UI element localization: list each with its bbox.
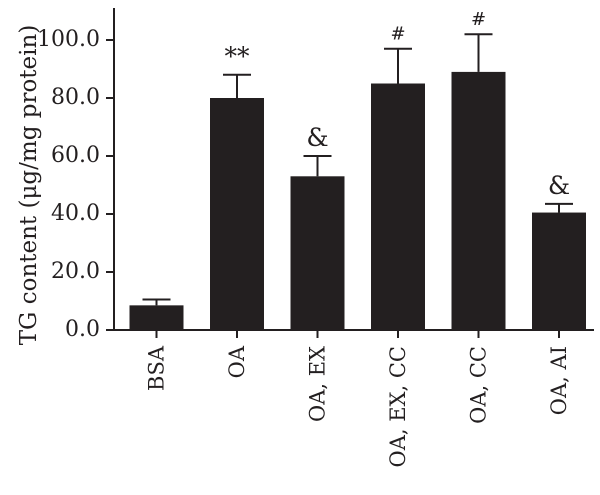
y-axis-ticks: 0.0 20.0 40.0 60.0 80.0 100.0 bbox=[37, 27, 114, 342]
y-tick-label: 80.0 bbox=[51, 85, 100, 110]
error-bars bbox=[142, 33, 573, 306]
x-tick-label: OA, EX bbox=[306, 346, 330, 422]
bar bbox=[129, 305, 184, 330]
bar bbox=[290, 176, 345, 330]
bar bbox=[210, 98, 264, 330]
significance-annotation: & bbox=[548, 171, 570, 200]
y-tick-label: 40.0 bbox=[51, 201, 100, 226]
x-tick-label: BSA bbox=[145, 345, 169, 391]
y-axis-label: TG content (μg/mg protein) bbox=[16, 25, 42, 346]
significance-annotation: ** bbox=[225, 42, 251, 71]
y-tick-label: 20.0 bbox=[51, 259, 100, 284]
x-tick-label: OA, AI bbox=[547, 346, 571, 415]
bars bbox=[129, 71, 586, 331]
bar bbox=[371, 83, 425, 330]
x-tick-label: OA, CC bbox=[467, 346, 491, 424]
bar bbox=[451, 71, 506, 331]
x-tick-label: OA bbox=[225, 345, 249, 378]
significance-annotations: ** & # # & bbox=[225, 9, 571, 200]
y-tick-label: 0.0 bbox=[65, 317, 100, 342]
significance-annotation: & bbox=[306, 123, 328, 152]
x-axis-ticks: BSA OA OA, EX OA, EX, CC OA, CC OA, AI bbox=[145, 330, 571, 468]
y-tick-label: 60.0 bbox=[51, 143, 100, 168]
bar bbox=[532, 212, 586, 330]
significance-annotation: # bbox=[471, 9, 486, 30]
significance-annotation: # bbox=[390, 24, 405, 45]
y-tick-label: 100.0 bbox=[37, 27, 100, 52]
x-tick-label: OA, EX, CC bbox=[386, 346, 410, 468]
